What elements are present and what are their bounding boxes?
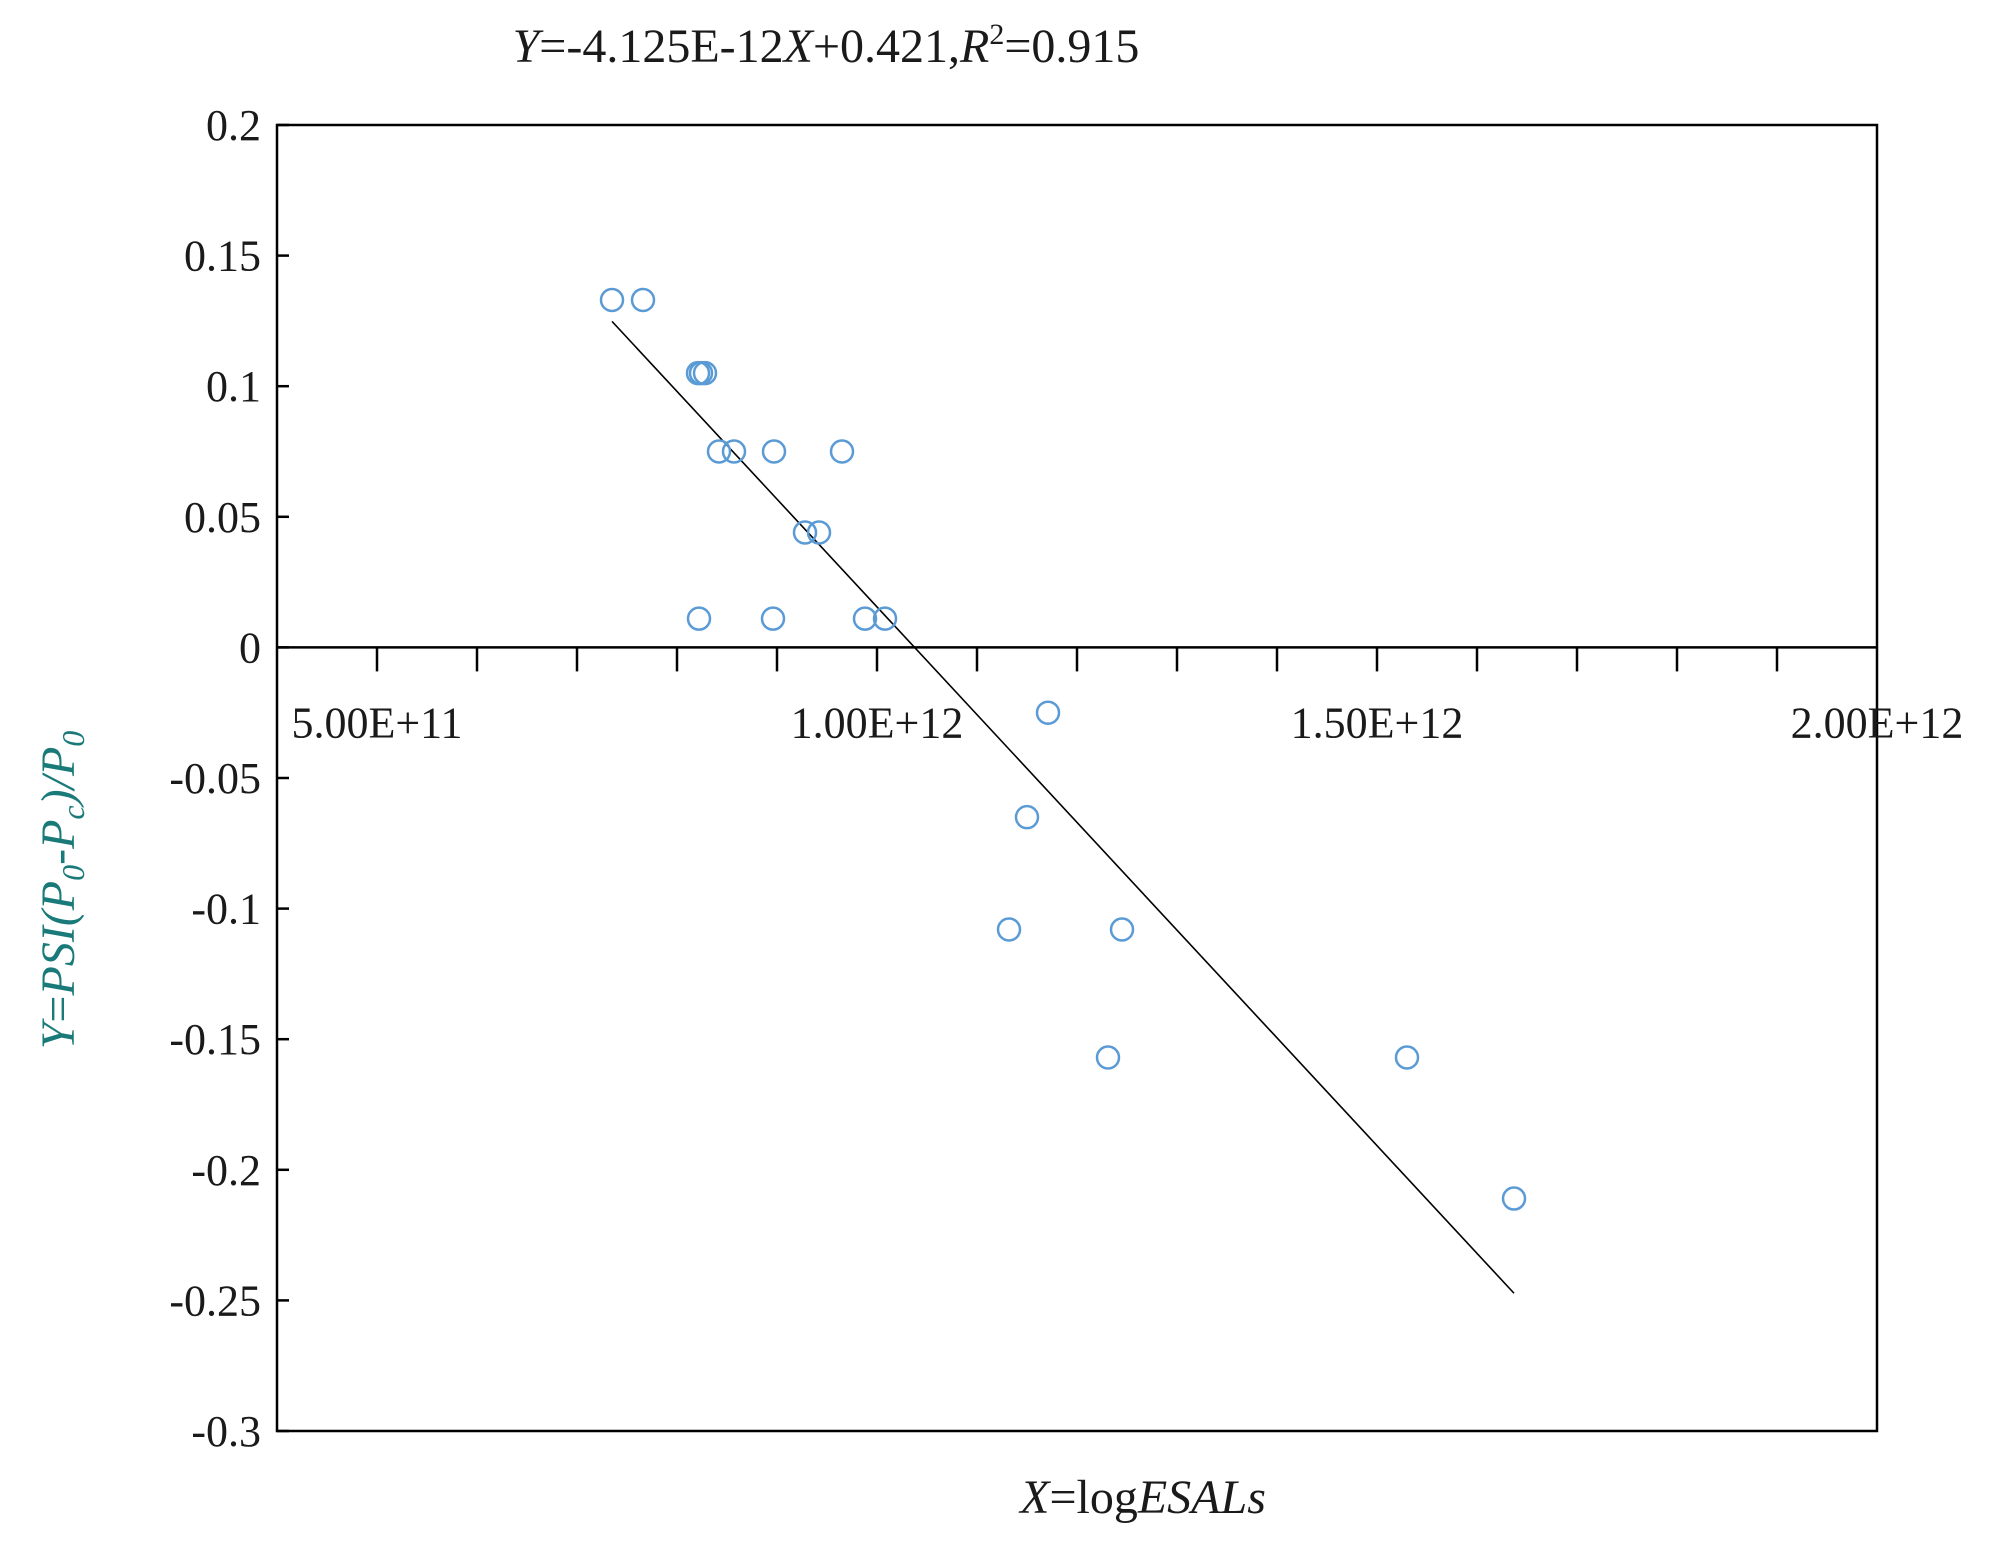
title-r-var: R [959,20,989,73]
title-r-val: =0.915 [1004,20,1139,73]
data-point [692,360,718,386]
title-eq-mid: =-4.125E-12 [539,20,783,73]
y-tick-label: 0.05 [184,493,261,542]
data-point [806,520,832,545]
y-axis-ticks: 0.2 0.15 0.1 0.05 0 -0.05 -0.1 -0.15 -0.2 -0.25 -0… [169,101,289,1456]
y-tick-label: -0.25 [169,1276,261,1325]
y-tick-label: -0.1 [191,885,261,934]
x-axis-title: X=logESALs [1018,1471,1266,1524]
x-tick-label: 1.50E+12 [1291,698,1464,747]
data-point [1109,917,1135,942]
ylabel-minus: -P [32,820,85,865]
ylabel-p0-sub: 0 [55,865,91,881]
data-point [829,439,855,464]
data-point [792,520,818,545]
y-tick-label: -0.3 [191,1407,261,1456]
title-y-var: Y [513,20,544,73]
xlabel-unit: ESALs [1137,1471,1266,1524]
data-point [1501,1186,1527,1211]
ylabel-psi: PSI(P [32,881,85,997]
data-point [1394,1045,1420,1070]
data-point [721,439,747,464]
data-point [599,287,625,313]
ylabel-p0b-sub: 0 [55,731,91,747]
x-tick-label: 5.00E+11 [291,698,462,747]
data-point [630,287,656,313]
chart-title: Y=-4.125E-12X+0.421,R2=0.915 [513,18,1140,73]
x-tick-label: 1.00E+12 [791,698,964,747]
data-point [686,606,712,631]
data-point [996,917,1022,942]
data-point [761,439,787,464]
xlabel-var: X [1018,1471,1051,1524]
title-r-exp: 2 [989,18,1004,51]
title-eq-tail: +0.421, [813,20,960,73]
ylabel-eq: = [32,995,85,1022]
x-tick-label: 2.00E+12 [1791,698,1964,747]
x-axis: 5.00E+11 1.00E+12 1.50E+12 2.00E+12 [277,646,1964,747]
data-point [1095,1045,1121,1070]
data-point [706,439,732,464]
data-point [852,606,878,631]
y-tick-label: 0.15 [184,232,261,281]
ylabel-var: Y [32,1018,85,1049]
y-tick-label: 0.2 [206,101,261,150]
plot-frame [275,123,1879,1433]
xlabel-eq: =log [1049,1471,1137,1524]
y-tick-label: -0.05 [169,754,261,803]
y-axis-title: Y=PSI(P0-Pc)/P0 [32,731,91,1050]
scatter-points [599,287,1527,1211]
y-tick-label: 0 [239,623,261,672]
title-x-var: X [782,20,815,73]
y-tick-label: -0.2 [191,1146,261,1195]
trendline-layer [611,320,1515,1294]
data-point [760,606,786,631]
data-point [1035,700,1061,725]
regression-line [611,320,1515,1294]
y-tick-label: 0.1 [206,362,261,411]
data-point [1014,804,1040,830]
y-tick-label: -0.15 [169,1015,261,1064]
data-point [872,606,898,631]
ylabel-pc-sub: c [55,805,91,819]
ylabel-close-div: )/P [32,747,85,809]
